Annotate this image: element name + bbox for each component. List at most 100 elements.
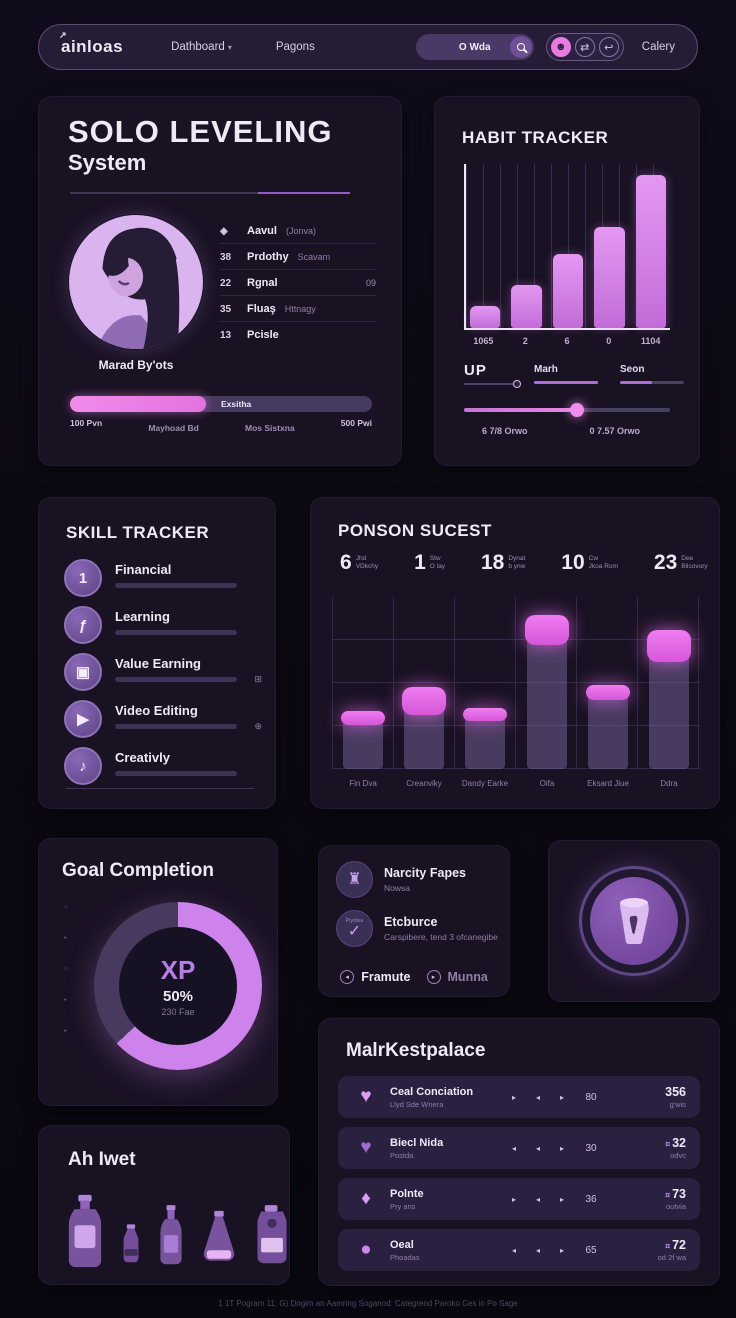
mini-slider-fill (534, 381, 598, 384)
potion-vial-icon[interactable] (117, 1221, 145, 1269)
marketplace-title: MalrKestpalace (346, 1040, 486, 1061)
market-item-title: Biecl Nida (390, 1136, 444, 1149)
stat-label: Prdothy (247, 251, 289, 263)
market-price-value: ¤ 32 (665, 1136, 686, 1150)
stat-icon: 13 (220, 329, 232, 341)
nav-link-pagons[interactable]: Pagons (275, 41, 315, 53)
market-stepper: ▸ ◂ ▸ (512, 1093, 564, 1102)
quest-stat-value: 1 (414, 551, 426, 574)
number-one-icon: 1 (64, 559, 102, 597)
quest-stat: 6 Jhd VDkchy (340, 552, 378, 573)
market-row-polnte[interactable]: ♦ Polnte Pry ans ▸ ◂ ▸ 36 ¤ 73 outvia (338, 1178, 700, 1220)
activity-item-etcburce[interactable]: Plyidsa ✓ Etcburce Carspibere, tend 3 ofcan… (336, 910, 500, 947)
market-item-sub: Pry ans (390, 1201, 416, 1211)
user-icon[interactable]: ☻ (550, 37, 571, 57)
stepper-arrow-icon[interactable]: ▸ (560, 1245, 565, 1255)
market-item-text: Oeal Phoadas (390, 1239, 502, 1262)
mini-slider-seon[interactable]: Seon (620, 364, 684, 384)
stepper-arrow-icon[interactable]: ▸ (560, 1092, 565, 1102)
activity-item-narcity-fapes[interactable]: ♜ Narcity Fapes Nowsa (336, 861, 500, 898)
skill-row-creativly[interactable]: ♪ Creativly (64, 747, 262, 785)
quest-x-label: Creanviky (406, 779, 442, 788)
stepper-arrow-icon[interactable]: ◂ (512, 1143, 517, 1153)
button-label: Framute (361, 970, 411, 984)
xp-progress-fill (70, 396, 206, 412)
skill-tracker-title: SKILL TRACKER (66, 523, 210, 542)
stepper-arrow-icon[interactable]: ▸ (512, 1194, 517, 1204)
stat-label: Aavul (247, 225, 277, 237)
stat-icon: 38 (220, 251, 232, 263)
market-row-ceal-conciation[interactable]: ♥ Ceal Conciation Llyd Sde Wnera ▸ ◂ ▸ 80 356 g'… (338, 1076, 700, 1118)
stat-sub: Scavam (297, 252, 331, 262)
quest-stat-label: Stw O lay (429, 555, 445, 570)
habit-slider[interactable] (464, 403, 670, 417)
market-price-value: 356 (665, 1085, 686, 1099)
mini-slider-marh[interactable]: Marh (534, 364, 598, 384)
nav-link-dathboard[interactable]: Dathboard ▾ (171, 41, 232, 53)
potion-bottle-icon[interactable] (156, 1203, 186, 1269)
market-row-biecl-nida[interactable]: ♥ Biecl Nida Postda ◂ ◂ ▸ 30 ¤ 32 odvc (338, 1127, 700, 1169)
quest-bar-1 (402, 687, 446, 769)
stepper-arrow-icon[interactable]: ◂ (536, 1245, 541, 1255)
slider-left-label: 6 7/8 Orwo (482, 426, 528, 436)
habit-tracker-title: HABIT TRACKER (462, 128, 609, 147)
skill-row-financial[interactable]: 1 Financial (64, 559, 262, 597)
stepper-arrow-icon[interactable]: ▸ (560, 1194, 565, 1204)
xp-max-sub: Mos Sistxna (245, 423, 295, 433)
market-item-sub: Phoadas (390, 1252, 420, 1262)
mini-slider-track[interactable] (534, 381, 598, 384)
quest-stat-value: 23 (653, 551, 678, 574)
divider (66, 788, 254, 789)
inventory-card: Ah Iwet (38, 1125, 290, 1285)
stepper-arrow-icon[interactable]: ◂ (512, 1245, 517, 1255)
button-munna[interactable]: ▸ Munna (426, 970, 488, 984)
stat-icon: ◈ (220, 225, 228, 237)
skill-label: Financial (115, 562, 172, 577)
nav-link-calery[interactable]: Calery (641, 41, 675, 53)
market-qty: 65 (585, 1244, 597, 1256)
habit-bar-3 (594, 226, 625, 328)
stepper-arrow-icon[interactable]: ▸ (560, 1143, 565, 1153)
mini-slider-track[interactable] (620, 381, 684, 384)
logo[interactable]: ↗ ainloas (59, 30, 123, 57)
search-icon (516, 43, 525, 51)
button-framute[interactable]: ◂ Framute (340, 970, 411, 984)
refresh-icon[interactable]: ⇄ (574, 37, 595, 57)
avatar[interactable] (68, 214, 204, 350)
skill-label: Learning (115, 609, 170, 624)
skill-row-learning[interactable]: ƒ Learning (64, 606, 262, 644)
stat-row-prdothy: 38 Prdothy Scavam (220, 244, 376, 270)
quest-card: PONSON SUCEST 6 Jhd VDkchy 1 Stw O lay 18 Dynat… (310, 497, 720, 809)
tick-mark: • (64, 997, 67, 1004)
stepper-arrow-icon[interactable]: ▸ (512, 1092, 517, 1102)
market-stepper: ▸ ◂ ▸ (512, 1195, 564, 1204)
arrow-icon: ▸ (426, 970, 441, 984)
badge-text: Plyidsa (345, 917, 364, 924)
xp-progress-bar[interactable]: Exsitha (70, 396, 372, 412)
badge-ring[interactable] (579, 866, 689, 976)
quest-bar-2 (463, 708, 507, 769)
search-button[interactable] (509, 36, 532, 58)
up-slider[interactable] (464, 380, 521, 388)
stepper-arrow-icon[interactable]: ◂ (536, 1143, 541, 1153)
quest-stat-value: 18 (480, 551, 505, 574)
activity-text: Narcity Fapes Nowsa (384, 866, 466, 893)
habit-slider-knob[interactable] (570, 403, 585, 417)
market-row-oeal[interactable]: ● Oeal Phoadas ◂ ◂ ▸ 65 ¤ 72 od 2f wa (338, 1229, 700, 1271)
skill-progress-track (115, 677, 237, 682)
skill-row-video-editing[interactable]: ▶ Video Editing ⊕ (64, 700, 262, 738)
potion-jug-icon[interactable] (252, 1203, 292, 1269)
potion-conical-icon[interactable] (197, 1209, 241, 1269)
quest-bar-4 (586, 685, 630, 769)
potion-flask-icon[interactable] (64, 1193, 106, 1269)
up-slider-knob[interactable] (513, 380, 521, 388)
skill-progress-track (115, 583, 237, 588)
quest-stat: 18 Dynat b ynw (480, 551, 525, 574)
stat-label: Fluaş (247, 303, 276, 315)
search-input[interactable]: O Wda (415, 34, 534, 60)
coin-icon[interactable]: ↩ (598, 37, 619, 57)
skill-row-value-earning[interactable]: ▣ Value Earning ⊞ (64, 653, 262, 691)
stepper-arrow-icon[interactable]: ◂ (536, 1092, 541, 1102)
stepper-arrow-icon[interactable]: ◂ (536, 1194, 541, 1204)
